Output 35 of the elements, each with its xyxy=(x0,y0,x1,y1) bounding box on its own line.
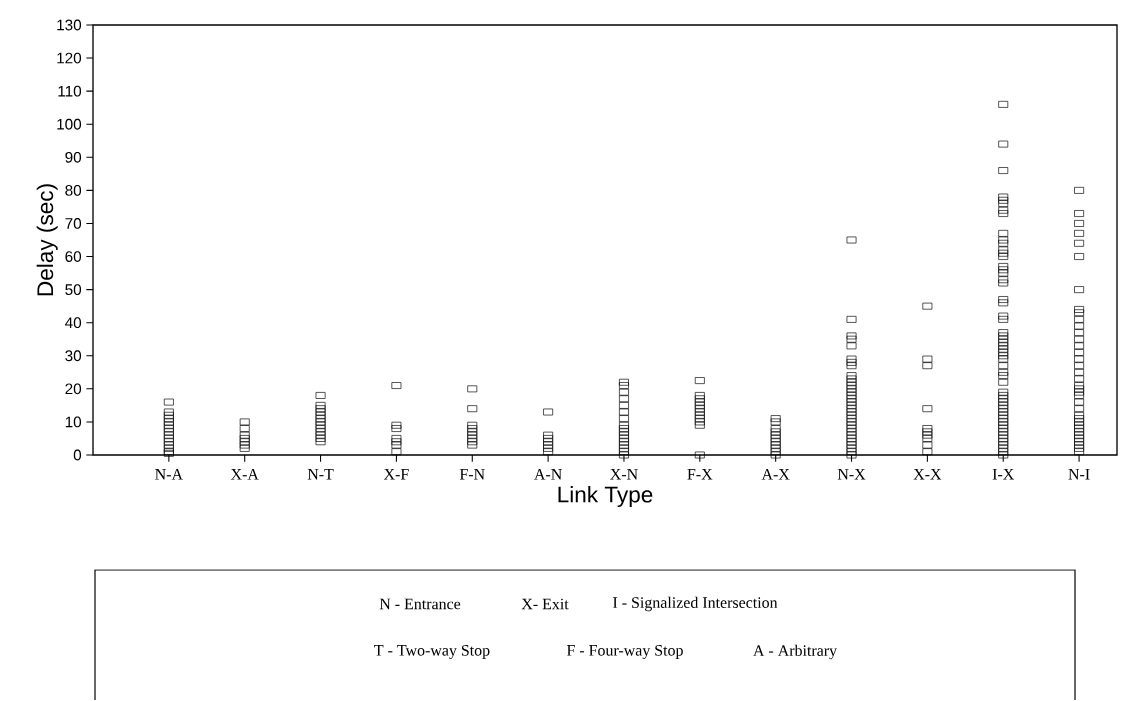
x-tick-label: F-N xyxy=(459,469,485,480)
x-tick-label: N-X xyxy=(837,469,866,480)
x-tick-label: I-X xyxy=(992,469,1015,480)
x-tick-label: A-X xyxy=(761,469,790,480)
text: N - Entrance xyxy=(379,598,461,610)
x-axis-title: Link Type xyxy=(558,486,653,508)
x-tick-label: N-T xyxy=(307,469,334,480)
y-tick-label: 120 xyxy=(57,52,82,64)
y-tick-label: 110 xyxy=(58,85,82,97)
text: F - Four-way Stop xyxy=(566,645,683,660)
x-tick-label: A-N xyxy=(534,469,562,480)
y-tick-label: 70 xyxy=(65,218,82,230)
y-tick-label: 130 xyxy=(57,19,82,31)
x-tick-label: F-X xyxy=(687,469,713,480)
text: T - Two-way Stop xyxy=(374,645,490,660)
x-tick-label: N-I xyxy=(1068,469,1090,480)
y-tick-label: 90 xyxy=(65,152,82,163)
y-tick-label: 20 xyxy=(65,383,82,395)
y-tick-label: 100 xyxy=(57,119,82,130)
y-tick-label: 10 xyxy=(65,416,82,428)
x-tick-label: N-A xyxy=(155,469,183,480)
y-tick-label: 0 xyxy=(73,449,82,461)
x-tick-label: X-F xyxy=(383,469,409,480)
y-tick-label: 50 xyxy=(65,284,82,296)
text: A - Arbitrary xyxy=(753,644,837,660)
text: X- Exit xyxy=(521,598,569,610)
x-tick-label: X-A xyxy=(230,469,259,480)
text: I - Signalized Intersection xyxy=(613,596,778,612)
x-tick-label: X-N xyxy=(610,469,638,480)
y-tick-label: 60 xyxy=(65,251,82,263)
y-tick-label: 80 xyxy=(65,185,82,196)
y-tick-label: 30 xyxy=(65,350,82,362)
y-tick-label: 40 xyxy=(65,317,82,329)
x-tick-label: X-X xyxy=(913,469,942,480)
y-axis-title: Delay (sec) xyxy=(36,184,58,296)
